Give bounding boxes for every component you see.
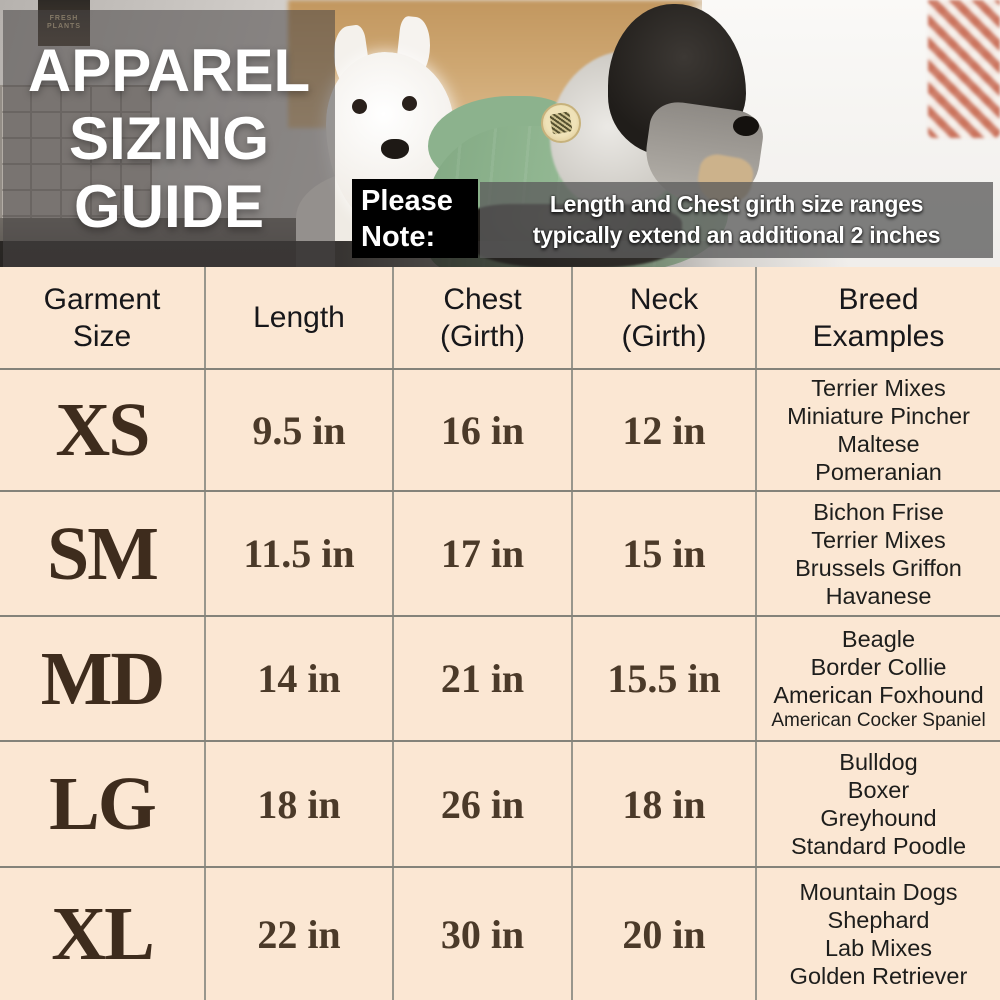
table-header-row: Garment Size Length Chest (Girth) Neck (…: [0, 267, 1000, 368]
breeds-cell: Bulldog Boxer Greyhound Standard Poodle: [790, 749, 967, 859]
length-cell: 22 in: [206, 868, 394, 1000]
schnauzer-nose: [733, 116, 759, 136]
white-dog-right-eye: [402, 96, 417, 111]
coat-badge-emblem: [549, 111, 573, 135]
breeds-cell: Beagle Border Collie American Foxhound A…: [771, 625, 986, 731]
table-row-xs: XS 9.5 in 16 in 12 in Terrier Mixes Mini…: [0, 368, 1000, 490]
neck-cell: 15.5 in: [573, 617, 757, 740]
header-breed-examples: Breed Examples: [812, 282, 945, 353]
size-cell: MD: [0, 617, 206, 740]
size-cell: XL: [0, 868, 206, 1000]
gingham-cloth: [928, 0, 1000, 138]
table-row-lg: LG 18 in 26 in 18 in Bulldog Boxer Greyh…: [0, 740, 1000, 866]
length-cell: 11.5 in: [206, 492, 394, 615]
chest-cell: 16 in: [394, 370, 573, 490]
size-cell: LG: [0, 742, 206, 866]
header-length: Length: [206, 267, 394, 368]
page-title-line: SIZING: [68, 104, 269, 172]
note-text: Length and Chest girth size ranges typic…: [480, 182, 993, 258]
chest-cell: 26 in: [394, 742, 573, 866]
note-text-line: Length and Chest girth size ranges: [549, 191, 924, 217]
title-overlay: APPAREL SIZING GUIDE: [3, 10, 335, 267]
table-row-md: MD 14 in 21 in 15.5 in Beagle Border Col…: [0, 615, 1000, 740]
neck-cell: 20 in: [573, 868, 757, 1000]
breeds-cell: Mountain Dogs Shephard Lab Mixes Golden …: [789, 879, 968, 989]
header-chest-girth: Chest (Girth): [394, 267, 573, 368]
length-cell: 9.5 in: [206, 370, 394, 490]
length-cell: 18 in: [206, 742, 394, 866]
dogs-photo: FRESH PLANTS APPAREL SIZING GUIDE Please…: [0, 0, 1000, 267]
length-cell: 14 in: [206, 617, 394, 740]
header-garment-size: Garment Size: [0, 267, 206, 368]
white-dog-left-eye: [352, 99, 367, 114]
breeds-cell: Bichon Frise Terrier Mixes Brussels Grif…: [795, 498, 962, 609]
coat-badge: [541, 103, 581, 143]
white-dog-nose: [381, 139, 409, 159]
note-text-line: typically extend an additional 2 inches: [532, 222, 941, 248]
chest-cell: 21 in: [394, 617, 573, 740]
page-title-line: GUIDE: [73, 172, 265, 240]
page-title-line: APPAREL: [27, 36, 311, 104]
size-cell: XS: [0, 370, 206, 490]
neck-cell: 18 in: [573, 742, 757, 866]
neck-cell: 12 in: [573, 370, 757, 490]
sizing-table: Garment Size Length Chest (Girth) Neck (…: [0, 267, 1000, 1000]
breeds-cell: Terrier Mixes Miniature Pincher Maltese …: [787, 375, 970, 485]
size-cell: SM: [0, 492, 206, 615]
table-row-sm: SM 11.5 in 17 in 15 in Bichon Frise Terr…: [0, 490, 1000, 615]
header-neck-girth: Neck (Girth): [573, 267, 757, 368]
table-row-xl: XL 22 in 30 in 20 in Mountain Dogs Sheph…: [0, 866, 1000, 1000]
chest-cell: 30 in: [394, 868, 573, 1000]
note-label: Please Note:: [352, 179, 478, 258]
chest-cell: 17 in: [394, 492, 573, 615]
neck-cell: 15 in: [573, 492, 757, 615]
